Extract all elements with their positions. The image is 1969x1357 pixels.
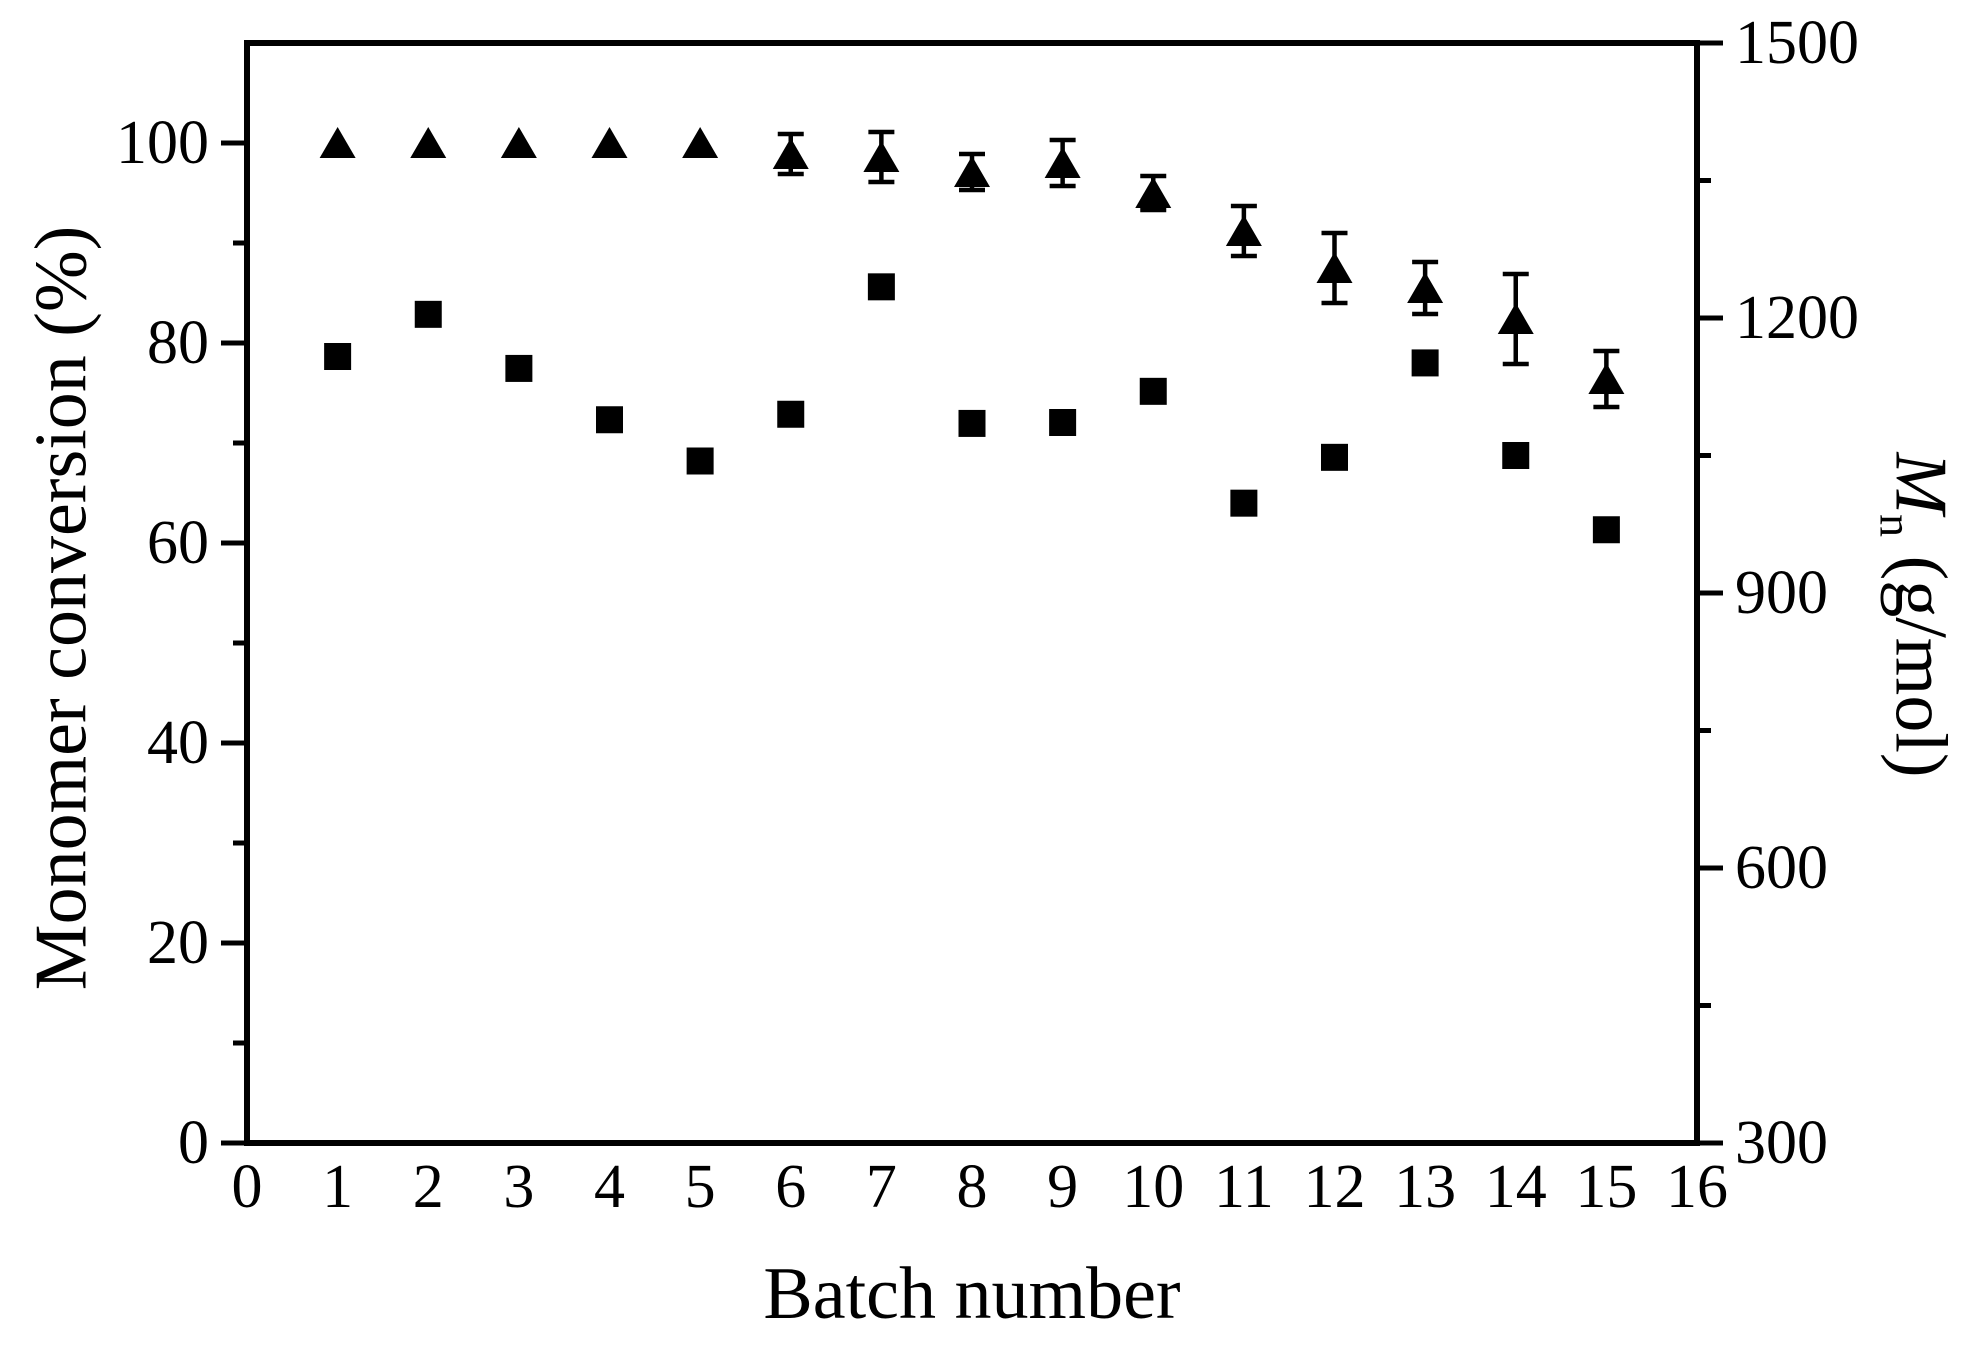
triangle-marker xyxy=(1316,252,1353,283)
triangle-marker xyxy=(1497,303,1534,334)
square-marker xyxy=(596,406,623,434)
square-marker xyxy=(1049,409,1077,436)
left-axis-title: Monomer conversion (%) xyxy=(20,226,105,990)
x-axis-title: Batch number xyxy=(763,1253,1181,1335)
left-tick-label: 0 xyxy=(178,1109,209,1177)
plot-frame-group xyxy=(244,40,1700,1146)
x-tick-label: 14 xyxy=(1485,1153,1547,1221)
right-axis-title-subscript: n xyxy=(1870,514,1922,538)
left-tick-label: 60 xyxy=(147,509,209,577)
left-axis-ticks: 0 20 40 60 80 100 xyxy=(116,109,247,1177)
right-axis-ticks: 300 600 900 1200 1500 xyxy=(1697,9,1859,1177)
x-tick-label: 3 xyxy=(503,1153,534,1221)
square-marker xyxy=(1592,516,1620,544)
x-tick-label: 2 xyxy=(413,1153,444,1221)
x-tick-label: 5 xyxy=(685,1153,716,1221)
x-tick-label: 1 xyxy=(322,1153,353,1221)
square-marker xyxy=(1411,349,1439,377)
left-tick-label: 100 xyxy=(116,109,209,177)
x-tick-label: 8 xyxy=(957,1153,988,1221)
square-marker xyxy=(1502,442,1530,469)
triangle-marker xyxy=(1044,147,1081,178)
square-marker xyxy=(1321,443,1348,471)
x-tick-label: 10 xyxy=(1122,1153,1184,1221)
triangle-marker xyxy=(682,127,719,158)
triangle-marker xyxy=(1225,215,1262,246)
x-tick-label: 12 xyxy=(1304,1153,1366,1221)
right-tick-label: 1500 xyxy=(1735,9,1859,77)
right-tick-label: 600 xyxy=(1735,834,1828,902)
x-tick-label: 0 xyxy=(232,1153,263,1221)
x-tick-label: 6 xyxy=(775,1153,806,1221)
square-marker xyxy=(777,400,805,428)
right-axis-title: Mn (g/mol) xyxy=(1870,452,1963,777)
x-tick-label: 11 xyxy=(1214,1153,1274,1221)
right-axis-title-symbol: M xyxy=(1879,452,1962,515)
x-tick-label: 13 xyxy=(1394,1153,1456,1221)
triangle-marker xyxy=(410,127,447,158)
left-tick-label: 80 xyxy=(147,309,209,377)
triangle-marker xyxy=(591,127,628,158)
x-tick-label: 7 xyxy=(866,1153,897,1221)
triangle-marker xyxy=(1407,272,1444,303)
square-marker xyxy=(1139,377,1167,405)
triangle-marker xyxy=(1135,177,1172,208)
data-markers xyxy=(319,127,1625,544)
left-tick-label: 20 xyxy=(147,909,209,977)
right-axis-title-units: (g/mol) xyxy=(1879,537,1962,778)
x-tick-label: 15 xyxy=(1575,1153,1637,1221)
triangle-marker xyxy=(500,127,537,158)
square-marker xyxy=(686,447,714,475)
square-marker xyxy=(867,273,895,301)
square-marker xyxy=(414,300,442,328)
triangle-marker xyxy=(1588,363,1625,394)
square-marker xyxy=(505,354,533,382)
triangle-marker xyxy=(863,141,900,172)
triangle-marker xyxy=(772,138,809,169)
square-marker xyxy=(1230,489,1258,517)
error-bars xyxy=(777,129,1620,410)
triangle-marker xyxy=(954,156,990,187)
square-marker xyxy=(958,409,986,437)
plot-frame xyxy=(244,40,1700,1146)
x-tick-label: 4 xyxy=(594,1153,625,1221)
triangle-marker xyxy=(319,127,356,158)
x-axis-tick-labels: 0 1 2 3 4 5 6 7 8 9 10 11 12 13 14 15 16 xyxy=(232,1153,1729,1221)
right-tick-label: 1200 xyxy=(1735,284,1859,352)
square-marker xyxy=(324,343,352,370)
right-tick-label: 300 xyxy=(1735,1109,1828,1177)
right-tick-label: 900 xyxy=(1735,559,1828,627)
x-tick-label: 9 xyxy=(1047,1153,1078,1221)
left-tick-label: 40 xyxy=(147,709,209,777)
x-tick-label: 16 xyxy=(1666,1153,1728,1221)
left-axis-title-text: Monomer conversion (%) xyxy=(20,225,103,991)
